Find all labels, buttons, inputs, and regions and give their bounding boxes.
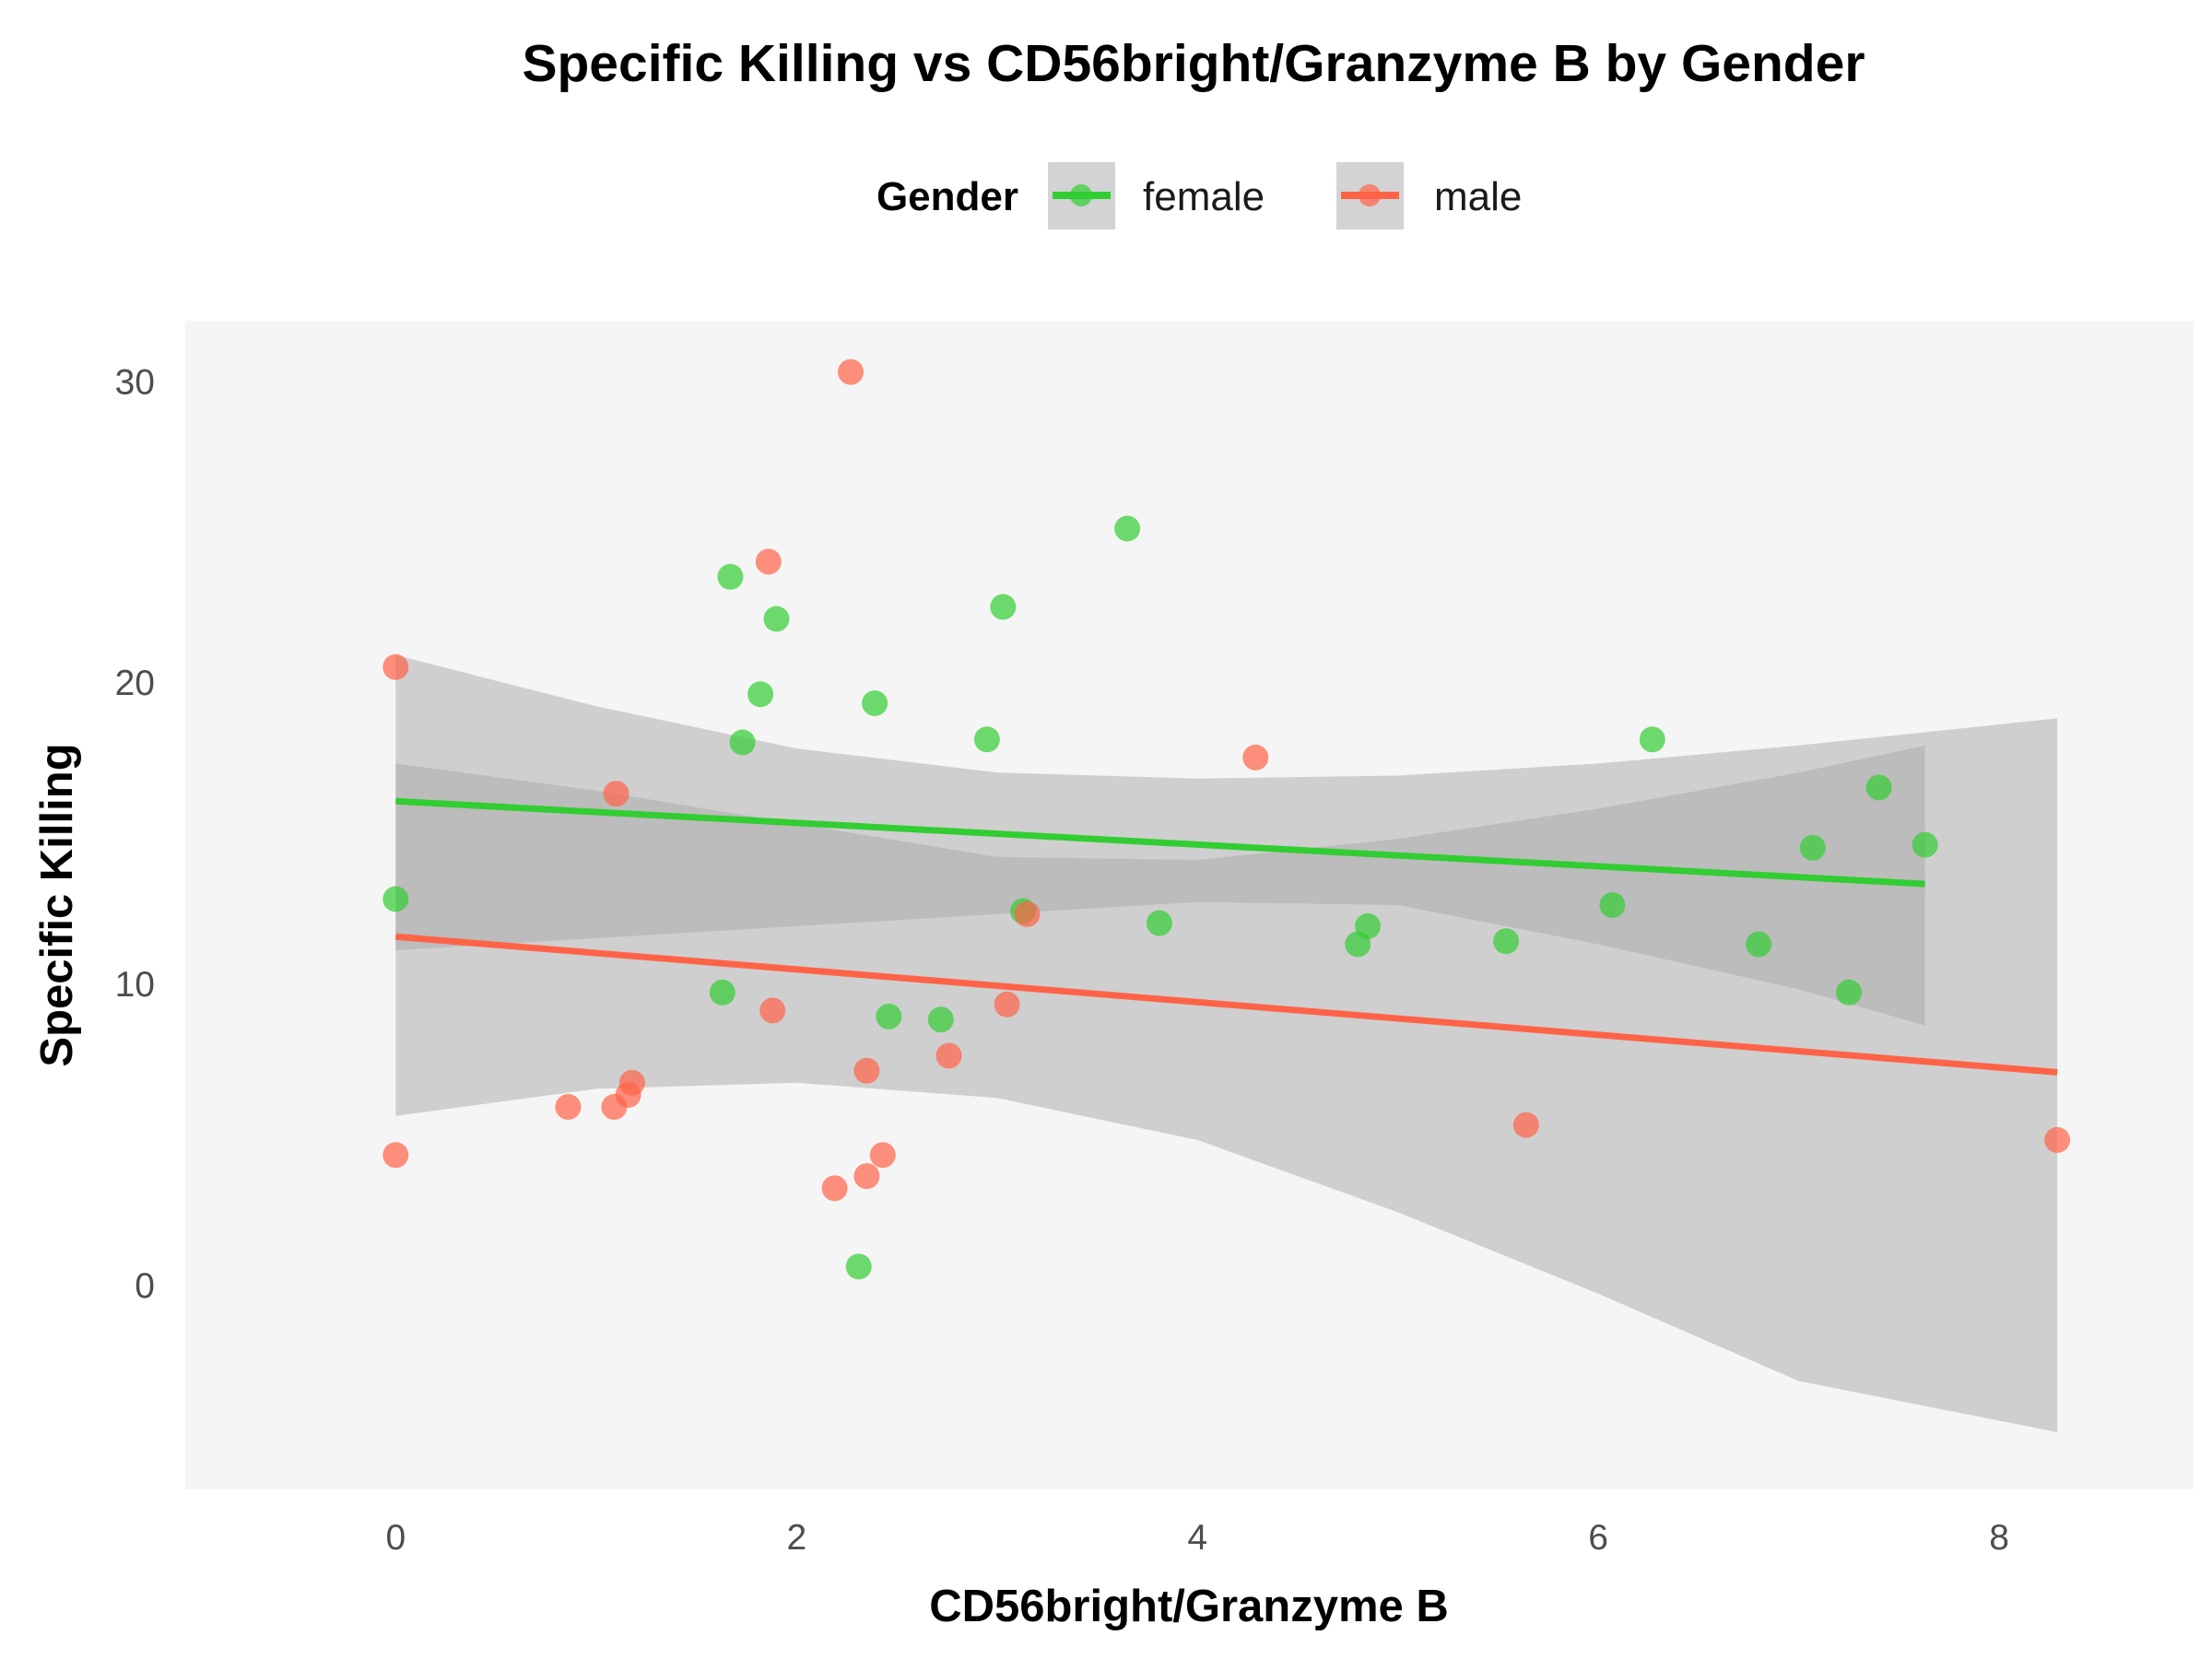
- data-point-male: [838, 359, 864, 385]
- legend-marker-male: [1359, 184, 1381, 206]
- data-point-male: [1242, 744, 1269, 771]
- data-point-male: [1014, 900, 1041, 927]
- data-point-male: [603, 781, 629, 807]
- data-point-male: [759, 997, 786, 1024]
- plot-layer: [382, 359, 2071, 1432]
- regression-line-female: [395, 797, 1925, 888]
- legend-marker-female: [1070, 184, 1092, 206]
- data-point-female: [1836, 979, 1862, 1006]
- data-point-female: [845, 1253, 872, 1280]
- x-tick-label: 2: [786, 1518, 806, 1558]
- chart-title: Specific Killing vs CD56bright/Granzyme …: [522, 34, 1865, 93]
- data-point-female: [1639, 726, 1665, 753]
- data-point-male: [994, 991, 1020, 1018]
- data-point-male: [935, 1042, 962, 1069]
- data-point-female: [973, 726, 1000, 753]
- data-point-male: [2044, 1126, 2071, 1153]
- legend: Gender female male: [877, 162, 1522, 229]
- data-point-male: [853, 1163, 880, 1190]
- x-tick-label: 6: [1588, 1518, 1608, 1558]
- data-point-female: [1912, 831, 1938, 858]
- x-tick-label: 0: [385, 1518, 406, 1558]
- data-point-female: [876, 1003, 902, 1030]
- data-point-female: [1114, 515, 1141, 542]
- data-point-female: [1865, 774, 1892, 801]
- data-point-male: [382, 1142, 409, 1169]
- data-point-male: [382, 653, 409, 680]
- y-tick-label: 0: [135, 1266, 155, 1306]
- data-point-female: [1493, 928, 1520, 955]
- data-point-female: [862, 690, 888, 716]
- data-point-male: [853, 1057, 880, 1084]
- x-tick-label: 4: [1187, 1518, 1207, 1558]
- data-point-female: [990, 594, 1017, 620]
- legend-label-female: female: [1143, 174, 1265, 219]
- y-tick-label: 20: [115, 664, 155, 703]
- data-point-female: [1355, 912, 1381, 939]
- data-point-female: [927, 1006, 954, 1033]
- data-point-male: [555, 1094, 582, 1120]
- data-point-female: [763, 606, 790, 632]
- y-tick-label: 30: [115, 362, 155, 402]
- y-axis-ticks: 0 10 20 30: [115, 362, 155, 1305]
- data-point-female: [1146, 910, 1172, 936]
- data-point-female: [1599, 892, 1626, 918]
- data-point-female: [729, 729, 756, 756]
- y-tick-label: 10: [115, 965, 155, 1005]
- data-point-female: [382, 886, 409, 912]
- data-point-male: [821, 1175, 848, 1202]
- legend-title: Gender: [877, 174, 1018, 219]
- data-point-male: [755, 548, 782, 575]
- confidence-band-male: [395, 654, 2058, 1432]
- data-point-female: [747, 681, 774, 708]
- data-point-female: [717, 563, 744, 590]
- data-point-female: [709, 979, 735, 1006]
- data-point-male: [618, 1069, 645, 1096]
- x-axis-title: CD56bright/Granzyme B: [929, 1582, 1449, 1631]
- x-axis-ticks: 0 2 4 6 8: [385, 1518, 2009, 1558]
- data-point-female: [1799, 834, 1826, 861]
- data-point-male: [869, 1142, 896, 1169]
- legend-label-male: male: [1434, 174, 1522, 219]
- x-tick-label: 8: [1989, 1518, 2009, 1558]
- data-point-male: [1512, 1112, 1539, 1138]
- data-point-female: [1746, 931, 1772, 958]
- regression-line-male: [395, 933, 2058, 1076]
- y-axis-title: Specific Killing: [32, 743, 82, 1066]
